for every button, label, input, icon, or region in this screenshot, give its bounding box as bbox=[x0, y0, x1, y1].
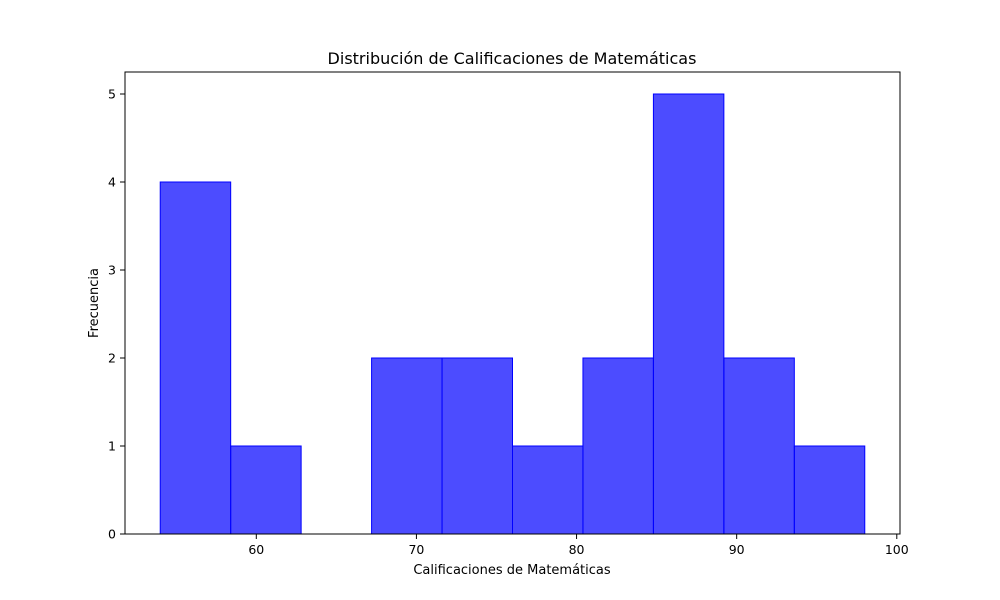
y-tick-label: 0 bbox=[108, 527, 116, 542]
y-tick-label: 3 bbox=[108, 263, 116, 278]
y-tick-label: 5 bbox=[108, 87, 116, 102]
x-axis-ticks: 60 70 80 90 100 bbox=[248, 534, 909, 557]
histogram-bar-9 bbox=[793, 445, 866, 535]
bars-group bbox=[159, 93, 866, 535]
y-tick-label: 1 bbox=[108, 439, 116, 454]
histogram-bar-0 bbox=[159, 181, 232, 535]
histogram-bar-4 bbox=[441, 357, 513, 535]
histogram-bar-7 bbox=[652, 93, 725, 535]
plot-frame bbox=[124, 71, 901, 535]
histogram-bar-8 bbox=[723, 357, 795, 535]
x-tick-label: 80 bbox=[569, 542, 585, 557]
x-tick-label: 100 bbox=[885, 542, 909, 557]
y-tick-label: 4 bbox=[108, 175, 116, 190]
histogram-bar-6 bbox=[582, 357, 654, 535]
x-tick-label: 60 bbox=[248, 542, 264, 557]
histogram-bar-3 bbox=[371, 357, 443, 535]
chart-title: Distribución de Calificaciones de Matemá… bbox=[328, 49, 697, 68]
x-tick-label: 70 bbox=[408, 542, 424, 557]
y-tick-label: 2 bbox=[108, 351, 116, 366]
histogram-bar-5 bbox=[512, 445, 584, 535]
histogram-bar-1 bbox=[230, 445, 302, 535]
y-axis-ticks: 0 1 2 3 4 5 bbox=[108, 87, 125, 542]
y-axis-label: Frecuencia bbox=[87, 268, 102, 338]
x-axis-label: Calificaciones de Matemáticas bbox=[413, 563, 611, 578]
x-tick-label: 90 bbox=[729, 542, 745, 557]
